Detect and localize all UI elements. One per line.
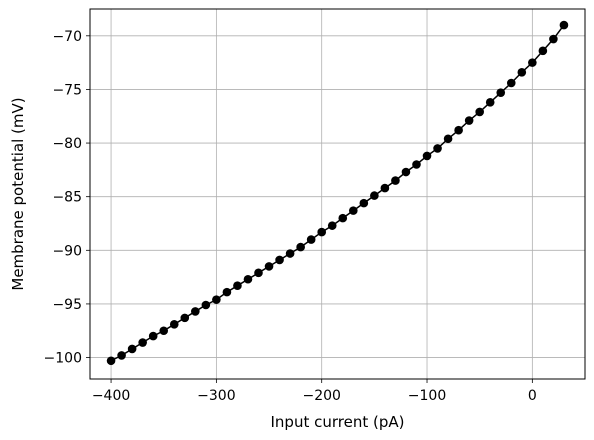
data-point xyxy=(127,344,137,354)
data-point xyxy=(401,167,411,177)
data-point xyxy=(443,134,453,144)
data-point xyxy=(359,198,369,208)
axis-ticks: −400 −300 −200 −100 0 −100 −95 −90 −85 −80 −75 −70 xyxy=(44,29,537,404)
data-point xyxy=(517,67,527,77)
data-point xyxy=(338,213,348,223)
data-point xyxy=(306,235,316,244)
data-point xyxy=(412,160,421,169)
data-point xyxy=(317,227,327,237)
plot-area-frame xyxy=(89,8,586,380)
data-point xyxy=(117,351,126,360)
x-tick-label: 0 xyxy=(528,388,537,404)
data-point xyxy=(538,46,548,56)
data-point xyxy=(348,206,358,215)
data-point xyxy=(549,34,558,44)
data-point xyxy=(138,338,147,347)
y-tick-label: −95 xyxy=(52,297,82,313)
y-tick-label: −85 xyxy=(52,190,82,206)
y-tick-label: −75 xyxy=(52,82,82,98)
data-point xyxy=(159,326,169,336)
x-axis-label: Input current (pA) xyxy=(271,413,405,431)
y-tick-label: −90 xyxy=(52,243,82,259)
y-tick-label: −80 xyxy=(52,136,82,152)
data-point xyxy=(485,98,495,107)
grid-lines xyxy=(90,9,585,379)
x-tick-label: −400 xyxy=(92,388,130,404)
data-point xyxy=(254,268,263,278)
data-point xyxy=(454,125,463,135)
data-point xyxy=(243,274,253,284)
data-point xyxy=(528,58,537,67)
data-point xyxy=(264,262,274,271)
data-point xyxy=(169,320,179,329)
data-point xyxy=(433,144,442,153)
data-point xyxy=(285,249,295,258)
data-point xyxy=(327,221,337,230)
data-point xyxy=(275,255,284,265)
data-point xyxy=(296,242,305,252)
y-tick-label: −100 xyxy=(44,351,82,367)
data-point xyxy=(464,116,474,125)
x-tick-label: −200 xyxy=(302,388,340,404)
data-point xyxy=(233,281,242,290)
data-point xyxy=(380,183,390,193)
data-point xyxy=(191,307,200,316)
data-point xyxy=(201,300,211,310)
data-point xyxy=(370,191,379,200)
data-point xyxy=(148,331,158,341)
data-point xyxy=(222,287,232,297)
y-axis-label: Membrane potential (mV) xyxy=(9,97,27,290)
data-series xyxy=(106,20,569,366)
x-tick-label: −100 xyxy=(408,388,446,404)
data-point xyxy=(106,356,116,366)
data-point xyxy=(422,151,432,161)
data-point xyxy=(475,107,484,117)
y-tick-label: −70 xyxy=(52,29,82,45)
data-point xyxy=(391,176,400,185)
data-point xyxy=(559,20,569,30)
x-tick-label: −300 xyxy=(197,388,235,404)
data-point xyxy=(180,313,190,323)
data-point xyxy=(496,88,506,97)
data-point xyxy=(506,78,516,88)
data-point xyxy=(212,295,221,304)
